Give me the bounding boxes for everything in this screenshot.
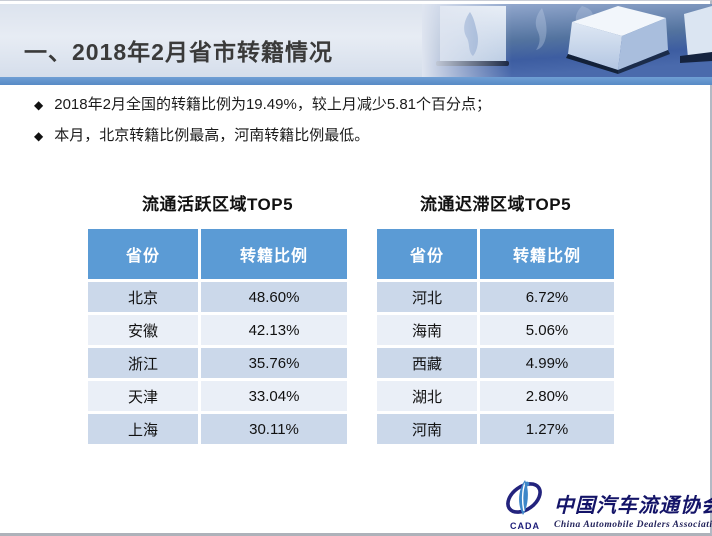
province-cell: 上海 bbox=[88, 414, 198, 444]
province-cell: 河北 bbox=[377, 282, 477, 312]
table-row: 河南 1.27% bbox=[377, 414, 614, 444]
diamond-bullet-icon: ◆ bbox=[34, 98, 44, 112]
table: 省份 转籍比例 北京 48.60% 安徽 42.13% 浙江 35.76% 天津… bbox=[88, 229, 347, 444]
table-row: 湖北 2.80% bbox=[377, 381, 614, 411]
table-header-row: 省份 转籍比例 bbox=[377, 229, 614, 279]
active-regions-table: 流通活跃区域TOP5 省份 转籍比例 北京 48.60% 安徽 42.13% 浙… bbox=[88, 195, 347, 444]
column-header: 省份 bbox=[377, 229, 477, 279]
ratio-cell: 6.72% bbox=[480, 282, 614, 312]
province-cell: 天津 bbox=[88, 381, 198, 411]
logo-name-english: China Automobile Dealers Association bbox=[554, 520, 712, 530]
cada-logo: CADA 中国汽车流通协会 China Automobile Dealers A… bbox=[502, 477, 712, 533]
table-row: 上海 30.11% bbox=[88, 414, 347, 444]
logo-text: 中国汽车流通协会 China Automobile Dealers Associ… bbox=[554, 477, 712, 530]
ratio-cell: 48.60% bbox=[201, 282, 347, 312]
column-header: 转籍比例 bbox=[201, 229, 347, 279]
banner-cubes-graphic bbox=[422, 4, 712, 77]
ratio-cell: 5.06% bbox=[480, 315, 614, 345]
table-title: 流通活跃区域TOP5 bbox=[141, 195, 294, 214]
province-cell: 海南 bbox=[377, 315, 477, 345]
sluggish-regions-table: 流通迟滞区域TOP5 省份 转籍比例 河北 6.72% 海南 5.06% 西藏 … bbox=[377, 195, 614, 444]
table-row: 海南 5.06% bbox=[377, 315, 614, 345]
table-row: 西藏 4.99% bbox=[377, 348, 614, 378]
ratio-cell: 30.11% bbox=[201, 414, 347, 444]
bullet-text: 本月，北京转籍比例最高，河南转籍比例最低。 bbox=[54, 127, 370, 144]
cada-emblem-icon: CADA bbox=[506, 480, 542, 531]
logo-name-chinese: 中国汽车流通协会 bbox=[554, 495, 712, 517]
bullet-text: 2018年2月全国的转籍比例为19.49%，较上月减少5.81个百分点； bbox=[54, 96, 492, 113]
slide-title: 一、2018年2月省市转籍情况 bbox=[24, 39, 333, 65]
ratio-cell: 1.27% bbox=[480, 414, 614, 444]
table-row: 河北 6.72% bbox=[377, 282, 614, 312]
bullet-item: ◆ 2018年2月全国的转籍比例为19.49%，较上月减少5.81个百分点； bbox=[34, 95, 684, 115]
bullet-list: ◆ 2018年2月全国的转籍比例为19.49%，较上月减少5.81个百分点； ◆… bbox=[34, 95, 684, 157]
diamond-bullet-icon: ◆ bbox=[34, 129, 44, 143]
cada-acronym: CADA bbox=[510, 521, 540, 531]
title-underline-bar bbox=[0, 77, 712, 85]
table-row: 安徽 42.13% bbox=[88, 315, 347, 345]
ratio-cell: 2.80% bbox=[480, 381, 614, 411]
table-row: 北京 48.60% bbox=[88, 282, 347, 312]
ratio-cell: 42.13% bbox=[201, 315, 347, 345]
ratio-cell: 35.76% bbox=[201, 348, 347, 378]
table-header-row: 省份 转籍比例 bbox=[88, 229, 347, 279]
header-banner: 一、2018年2月省市转籍情况 bbox=[0, 4, 712, 77]
bullet-item: ◆ 本月，北京转籍比例最高，河南转籍比例最低。 bbox=[34, 126, 684, 146]
province-cell: 北京 bbox=[88, 282, 198, 312]
table: 省份 转籍比例 河北 6.72% 海南 5.06% 西藏 4.99% 湖北 2.… bbox=[377, 229, 614, 444]
column-header: 转籍比例 bbox=[480, 229, 614, 279]
table-row: 浙江 35.76% bbox=[88, 348, 347, 378]
ratio-cell: 4.99% bbox=[480, 348, 614, 378]
ratio-cell: 33.04% bbox=[201, 381, 347, 411]
province-cell: 西藏 bbox=[377, 348, 477, 378]
column-header: 省份 bbox=[88, 229, 198, 279]
province-cell: 浙江 bbox=[88, 348, 198, 378]
province-cell: 湖北 bbox=[377, 381, 477, 411]
table-row: 天津 33.04% bbox=[88, 381, 347, 411]
province-cell: 河南 bbox=[377, 414, 477, 444]
table-title: 流通迟滞区域TOP5 bbox=[419, 195, 572, 214]
province-cell: 安徽 bbox=[88, 315, 198, 345]
